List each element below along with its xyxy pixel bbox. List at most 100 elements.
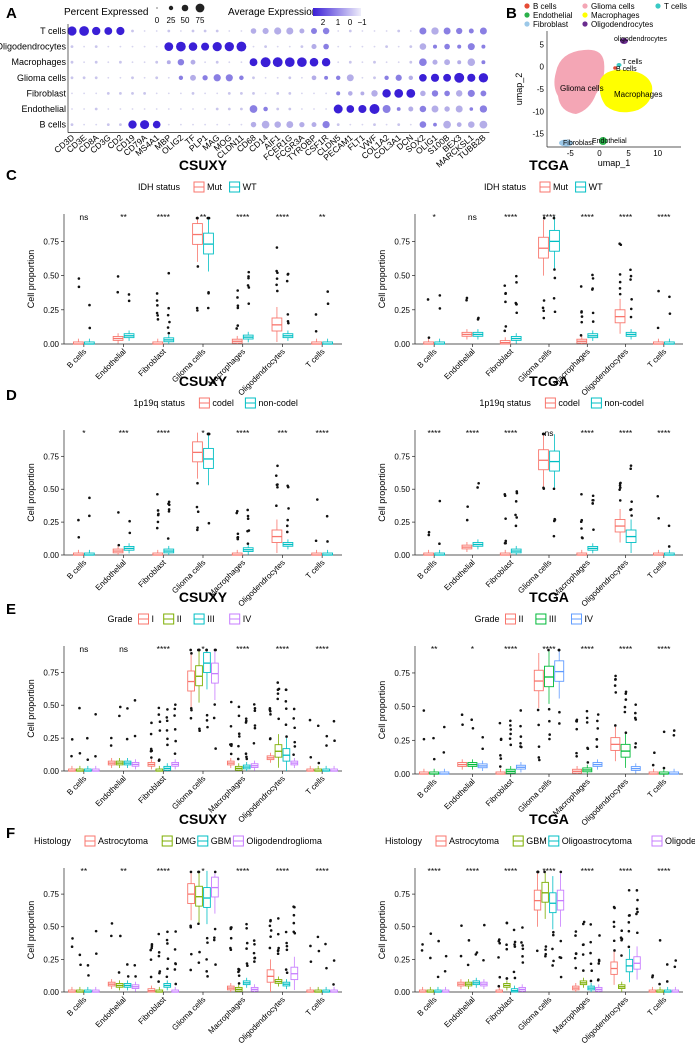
outlier-point <box>482 958 485 962</box>
outlier-point <box>189 924 192 928</box>
expression-dot <box>143 61 146 64</box>
outlier-point <box>537 756 541 759</box>
outlier-point <box>269 713 272 716</box>
outlier-point <box>325 966 328 970</box>
umap-legend-dot <box>524 12 530 18</box>
expression-dot <box>311 75 317 81</box>
outlier-point <box>465 296 469 300</box>
outlier-point <box>612 920 616 924</box>
outlier-point <box>205 970 208 973</box>
umap-cluster-t <box>616 63 622 67</box>
outlier-point <box>636 931 639 935</box>
outlier-point <box>325 734 329 738</box>
outlier-point <box>292 913 296 917</box>
y-tick-label: 0.75 <box>394 452 410 461</box>
outlier-point <box>326 302 330 306</box>
x-tick-label: Macrophages <box>206 995 247 1036</box>
outlier-point <box>536 870 539 874</box>
significance-label: ns <box>79 644 88 654</box>
dotplot-row-label: Endothelial <box>21 104 66 114</box>
x-tick-label: B cells <box>65 347 88 370</box>
outlier-point <box>580 527 583 530</box>
outlier-point <box>286 313 290 316</box>
panel-title: TCGA <box>529 157 569 173</box>
outlier-point <box>196 526 199 529</box>
outlier-point <box>630 514 633 517</box>
outlier-point <box>286 272 290 276</box>
umap-x-tick: -5 <box>567 149 575 158</box>
outlier-point <box>276 697 280 701</box>
y-tick-label: 0.00 <box>43 767 59 776</box>
y-axis-label: Cell proportion <box>26 679 36 738</box>
outlier-point <box>168 320 171 324</box>
outlier-point <box>651 763 655 767</box>
x-tick-label: Endothelial <box>442 347 477 382</box>
expression-dot <box>204 61 207 64</box>
expression-dot <box>239 75 244 81</box>
outlier-point <box>245 755 248 759</box>
boxplot-c-csuxy: CSUXY IDH status Mut WT 0.00 0.25 0.50 0.75 Cell… <box>26 157 342 397</box>
outlier-point <box>173 707 177 711</box>
x-tick-label: T cells <box>304 774 327 797</box>
outlier-point <box>665 980 669 983</box>
outlier-point <box>245 947 248 950</box>
significance-label: **** <box>504 866 518 876</box>
outlier-point <box>466 505 469 508</box>
outlier-point <box>157 951 161 954</box>
outlier-point <box>156 314 159 317</box>
outlier-point <box>521 926 524 929</box>
umap-legend-dot <box>582 12 588 18</box>
expression-dot <box>430 73 440 82</box>
panel-title: TCGA <box>529 811 569 827</box>
y-tick-label: 0.25 <box>394 736 410 745</box>
significance-label: ns <box>79 212 88 222</box>
outlier-point <box>629 268 632 272</box>
y-axis-label: Cell proportion <box>377 463 387 522</box>
outlier-point <box>536 708 540 712</box>
expression-dot <box>190 59 196 65</box>
expression-dot <box>83 61 85 64</box>
expression-dot <box>215 29 219 33</box>
significance-label: **** <box>657 866 671 876</box>
expression-dot <box>192 123 194 126</box>
panel-title: TCGA <box>529 373 569 389</box>
panel-letter-b: B <box>506 5 517 22</box>
outlier-point <box>558 710 561 714</box>
outlier-point <box>229 948 233 952</box>
y-tick-label: 0.50 <box>394 703 410 712</box>
outlier-point <box>158 970 162 973</box>
outlier-point <box>309 755 313 759</box>
expression-dot <box>443 120 451 129</box>
outlier-point <box>110 934 113 938</box>
outlier-point <box>245 926 248 930</box>
significance-label: **** <box>657 644 671 654</box>
expression-dot <box>311 44 317 50</box>
outlier-point <box>150 721 153 725</box>
expression-dot <box>373 45 376 48</box>
legend-label: non-codel <box>258 398 298 408</box>
boxplot-d-csuxy: CSUXY 1p19q status codel non-codel 0.00 0.25 0… <box>26 373 342 608</box>
expression-dot <box>297 57 307 68</box>
outlier-point <box>276 932 280 936</box>
outlier-point <box>275 283 278 287</box>
outlier-point <box>579 285 583 288</box>
outlier-point <box>498 975 502 979</box>
expression-dot <box>444 106 450 112</box>
expression-dot <box>454 72 465 83</box>
outlier-point <box>285 735 288 738</box>
outlier-point <box>513 976 517 980</box>
outlier-point <box>514 274 518 278</box>
legend-label: WT <box>243 182 257 192</box>
outlier-point <box>167 508 171 511</box>
outlier-point <box>324 942 327 946</box>
outlier-point <box>543 870 546 874</box>
outlier-point <box>515 311 519 315</box>
outlier-point <box>252 951 256 955</box>
outlier-point <box>269 935 272 938</box>
outlier-point <box>537 723 540 727</box>
outlier-point <box>582 943 585 946</box>
legend-title: IDH status <box>138 182 181 192</box>
significance-label: * <box>82 428 86 438</box>
outlier-point <box>503 329 507 333</box>
